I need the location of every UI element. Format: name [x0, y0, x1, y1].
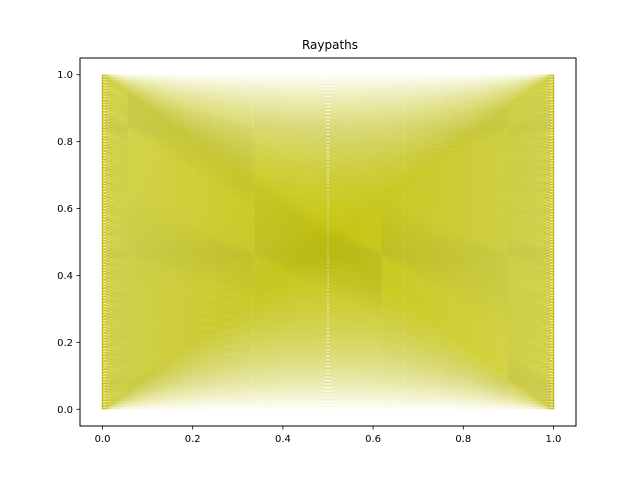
y-tick-label: 0.0 [57, 405, 73, 416]
x-tick-label: 0.2 [185, 434, 201, 445]
x-tick-label: 1.0 [546, 434, 562, 445]
y-tick-label: 1.0 [57, 70, 73, 81]
endpoint-markers [101, 74, 555, 410]
y-axis: 0.0 0.2 0.4 0.6 0.8 1.0 [57, 70, 80, 416]
y-tick-label: 0.8 [57, 137, 73, 148]
x-tick-label: 0.4 [275, 434, 291, 445]
x-tick-label: 0.0 [95, 434, 111, 445]
y-tick-label: 0.4 [57, 271, 73, 282]
raypath-lines [102, 74, 554, 410]
raypath-line [102, 74, 554, 410]
y-tick-label: 0.2 [57, 338, 73, 349]
y-tick-label: 0.6 [57, 204, 73, 215]
x-axis: 0.0 0.2 0.4 0.6 0.8 1.0 [95, 426, 562, 445]
x-tick-label: 0.8 [455, 434, 471, 445]
chart-title: Raypaths [302, 38, 358, 52]
x-tick-label: 0.6 [365, 434, 381, 445]
plot-frame [79, 57, 577, 427]
